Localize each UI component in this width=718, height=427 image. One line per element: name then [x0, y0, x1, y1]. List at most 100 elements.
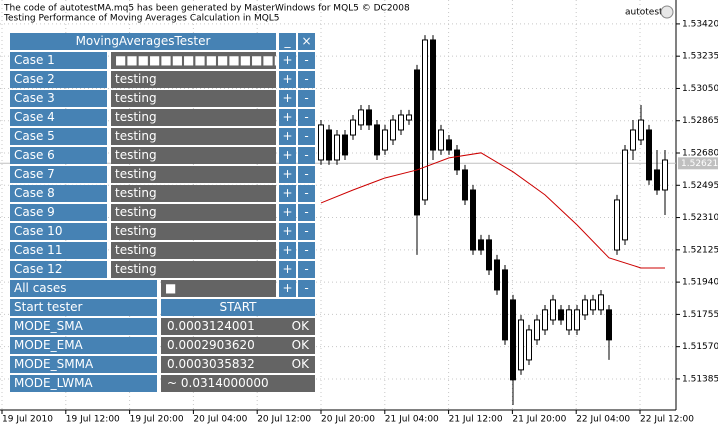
case-status: testing — [111, 166, 276, 183]
case-label[interactable]: Case 1 — [10, 52, 107, 69]
time-label: 22 Jul 12:00 — [640, 415, 694, 425]
candle-body — [446, 139, 452, 151]
candle-body — [542, 309, 548, 331]
plus-button[interactable]: + — [279, 71, 296, 88]
plus-button[interactable]: + — [279, 90, 296, 107]
time-label: 19 Jul 20:00 — [130, 415, 184, 425]
minus-button[interactable]: - — [298, 223, 315, 240]
candle-body — [526, 329, 532, 361]
candle-body — [486, 239, 492, 271]
case-status: testing — [111, 128, 276, 145]
minus-button[interactable]: - — [298, 242, 315, 259]
candle-body — [582, 299, 588, 316]
mode-result: 0.0002903620 — [161, 337, 315, 354]
candle-body — [574, 309, 580, 331]
plus-button[interactable]: + — [279, 109, 296, 126]
case-label[interactable]: Case 9 — [10, 204, 107, 221]
candle-body — [422, 39, 428, 201]
case-label[interactable]: Case 3 — [10, 90, 107, 107]
price-label: 1.53050 — [682, 84, 718, 94]
case-status: testing — [111, 223, 276, 240]
panel-title: MovingAveragesTester — [10, 33, 276, 50]
candle-body — [558, 309, 564, 321]
candle-body — [566, 309, 572, 331]
plus-button[interactable]: + — [279, 128, 296, 145]
case-label[interactable]: Case 2 — [10, 71, 107, 88]
candle-body — [406, 114, 412, 121]
plus-button[interactable]: + — [279, 280, 296, 297]
minus-button[interactable]: - — [298, 185, 315, 202]
candle-body — [374, 124, 380, 156]
minus-button[interactable]: - — [298, 204, 315, 221]
minus-button[interactable]: - — [298, 280, 315, 297]
minus-button[interactable]: - — [298, 109, 315, 126]
case-label[interactable]: Case 6 — [10, 147, 107, 164]
start-button[interactable]: START — [161, 299, 315, 316]
minus-button[interactable]: - — [298, 71, 315, 88]
mode-label: MODE_LWMA — [10, 375, 157, 392]
case-status: testing — [111, 261, 276, 278]
time-label: 21 Jul 20:00 — [512, 415, 566, 425]
case-status: testing — [111, 90, 276, 107]
candle-body — [518, 319, 524, 371]
candle-body — [382, 129, 388, 151]
case-label[interactable]: Case 10 — [10, 223, 107, 240]
candle-body — [606, 309, 612, 341]
price-label: 1.51755 — [682, 310, 718, 320]
candle-body — [630, 129, 636, 151]
price-label: 1.52125 — [682, 245, 718, 255]
minus-button[interactable]: - — [298, 128, 315, 145]
plus-button[interactable]: + — [279, 223, 296, 240]
plus-button[interactable]: + — [279, 166, 296, 183]
price-label: 1.53420 — [682, 19, 718, 29]
close-button[interactable]: × — [298, 33, 315, 50]
plus-button[interactable]: + — [279, 185, 296, 202]
mode-result: 0.0003124001 — [161, 318, 315, 335]
case-label[interactable]: Case 11 — [10, 242, 107, 259]
mode-label: MODE_SMA — [10, 318, 157, 335]
candle-body — [366, 109, 372, 126]
candle-body — [654, 169, 660, 191]
case-label[interactable]: Case 4 — [10, 109, 107, 126]
case-status: testing — [111, 109, 276, 126]
candle-body — [622, 149, 628, 241]
minus-button[interactable]: - — [298, 90, 315, 107]
candle-body — [454, 149, 460, 171]
candle-body — [342, 134, 348, 156]
case-status: ■■■■■■■■■■■■■■■■ — [111, 52, 276, 69]
plus-button[interactable]: + — [279, 242, 296, 259]
candle-body — [550, 299, 556, 321]
plus-button[interactable]: + — [279, 52, 296, 69]
candle-body — [414, 69, 420, 216]
candle-body — [334, 134, 340, 161]
candle-body — [534, 319, 540, 341]
minimize-button[interactable]: _ — [279, 33, 296, 50]
plus-button[interactable]: + — [279, 261, 296, 278]
case-status: testing — [111, 71, 276, 88]
case-status: testing — [111, 147, 276, 164]
time-label: 19 Jul 12:00 — [66, 415, 120, 425]
case-label[interactable]: Case 5 — [10, 128, 107, 145]
time-label: 20 Jul 04:00 — [193, 415, 247, 425]
moving-average — [320, 152, 665, 269]
all-cases-label[interactable]: All cases — [10, 280, 157, 297]
case-label[interactable]: Case 8 — [10, 185, 107, 202]
mode-status: OK — [291, 338, 309, 352]
time-label: 21 Jul 04:00 — [385, 415, 439, 425]
candle-body — [510, 299, 516, 381]
plus-button[interactable]: + — [279, 147, 296, 164]
mode-label: MODE_EMA — [10, 337, 157, 354]
case-label[interactable]: Case 7 — [10, 166, 107, 183]
minus-button[interactable]: - — [298, 166, 315, 183]
price-label: 1.51570 — [682, 342, 718, 352]
candle-body — [590, 299, 596, 311]
candle-body — [326, 129, 332, 161]
minus-button[interactable]: - — [298, 147, 315, 164]
price-label: 1.51385 — [682, 374, 718, 384]
minus-button[interactable]: - — [298, 261, 315, 278]
case-label[interactable]: Case 12 — [10, 261, 107, 278]
minus-button[interactable]: - — [298, 52, 315, 69]
plus-button[interactable]: + — [279, 204, 296, 221]
current-price-label: 1.52621 — [681, 159, 718, 169]
